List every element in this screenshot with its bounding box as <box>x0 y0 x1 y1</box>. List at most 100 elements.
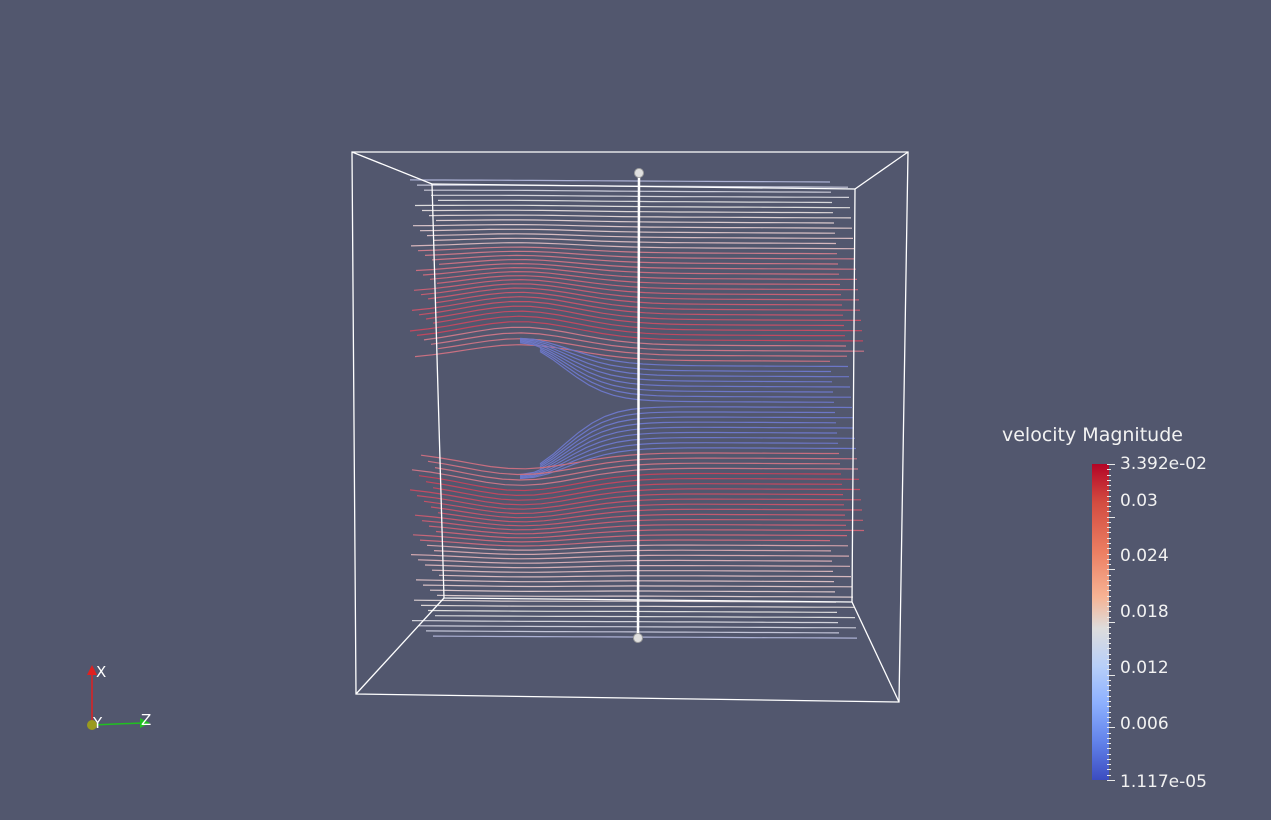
legend-tick-mark <box>1107 558 1111 560</box>
streamline <box>434 291 861 311</box>
z-axis-line <box>91 722 143 726</box>
x-axis-label: X <box>96 663 106 681</box>
legend-tick-mark <box>1107 769 1111 771</box>
streamline <box>519 437 856 478</box>
streamline <box>409 315 846 337</box>
legend-tick-mark <box>1107 548 1111 550</box>
line-source-handle-bottom[interactable] <box>633 633 643 643</box>
legend-tick-mark <box>1107 658 1111 660</box>
streamline <box>437 508 863 523</box>
outline-edge <box>854 151 909 190</box>
streamline <box>418 300 862 321</box>
legend-tick-mark <box>1107 553 1111 555</box>
legend-tick-mark <box>1107 595 1111 597</box>
bounding-box-outline <box>351 151 909 703</box>
streamline <box>413 278 842 296</box>
legend-max-label: 3.392e-02 <box>1120 454 1207 474</box>
streamline <box>423 326 847 347</box>
legend-tick-mark <box>1107 569 1115 571</box>
legend-tick-mark <box>1107 616 1111 618</box>
legend-tick-mark <box>1107 506 1111 508</box>
legend-tick-mark <box>1107 485 1111 487</box>
streamline <box>429 270 841 286</box>
orientation-axes: X Y Z <box>87 663 151 732</box>
y-axis-label: Y <box>92 714 103 732</box>
line-source-widget[interactable] <box>633 168 644 643</box>
legend-tick-label: 0.024 <box>1120 546 1169 567</box>
streamline <box>432 310 863 332</box>
legend-tick-mark <box>1107 753 1111 755</box>
streamline <box>539 421 837 470</box>
x-axis-arrow <box>87 665 97 675</box>
streamline <box>410 554 850 560</box>
legend-tick-mark <box>1107 464 1115 465</box>
scalar-bar-legend[interactable]: velocity Magnitude 3.392e-02 1.117e-05 0… <box>1000 424 1240 804</box>
legend-tick-mark <box>1107 500 1111 502</box>
streamline <box>431 569 834 573</box>
streamline <box>519 431 837 477</box>
legend-tick-mark <box>1107 627 1111 629</box>
streamline <box>425 478 860 497</box>
legend-tick-mark <box>1107 758 1111 760</box>
streamline <box>421 518 864 531</box>
legend-tick-label: 0.012 <box>1120 658 1169 679</box>
legend-tick-mark <box>1107 653 1111 655</box>
streamline <box>416 321 863 342</box>
streamline <box>438 199 833 204</box>
streamline <box>432 635 858 639</box>
legend-tick-mark <box>1107 585 1111 587</box>
streamline <box>436 275 859 291</box>
streamline <box>416 493 844 510</box>
streamline <box>438 258 857 270</box>
streamline <box>419 228 836 234</box>
streamline <box>409 488 861 506</box>
legend-tick-mark <box>1107 643 1111 645</box>
streamline <box>435 219 835 224</box>
streamline <box>433 237 837 245</box>
streamline <box>424 189 832 193</box>
legend-tick-mark <box>1107 532 1111 534</box>
streamline <box>431 254 839 265</box>
legend-tick-label: 0.018 <box>1120 602 1169 623</box>
legend-tick-mark <box>1107 743 1111 745</box>
streamline <box>420 452 839 470</box>
legend-tick-mark <box>1107 669 1111 671</box>
streamline <box>418 472 841 492</box>
legend-tick-mark <box>1107 632 1111 634</box>
streamline <box>519 342 851 388</box>
legend-tick-mark <box>1107 679 1111 681</box>
streamline <box>437 338 847 357</box>
legend-tick-mark <box>1107 664 1111 666</box>
z-axis-label: Z <box>141 711 151 729</box>
streamline <box>519 337 849 368</box>
legend-tick-mark <box>1107 716 1111 718</box>
legend-tick-mark <box>1107 495 1111 497</box>
streamline <box>519 341 833 383</box>
streamline <box>427 609 838 614</box>
colorbar <box>1092 464 1109 780</box>
streamline <box>429 589 836 593</box>
legend-title: velocity Magnitude <box>1002 424 1183 446</box>
legend-tick-mark <box>1107 564 1111 566</box>
streamline <box>422 209 834 214</box>
streamline <box>539 411 835 466</box>
streamline <box>415 579 835 583</box>
legend-tick-mark <box>1107 690 1111 692</box>
streamline <box>539 406 853 465</box>
streamline <box>435 529 865 539</box>
legend-tick-mark <box>1107 527 1111 529</box>
streamline <box>414 344 831 362</box>
streamline <box>411 296 844 316</box>
line-source-handle-top[interactable] <box>634 168 644 178</box>
streamline <box>539 347 833 393</box>
streamline <box>519 338 831 373</box>
legend-tick-mark <box>1107 748 1111 750</box>
y-axis-dot <box>87 720 97 730</box>
line-source[interactable] <box>636 172 641 639</box>
streamline <box>539 416 853 468</box>
streamline <box>425 305 845 327</box>
streamline <box>410 242 855 250</box>
legend-tick-mark <box>1107 600 1111 602</box>
